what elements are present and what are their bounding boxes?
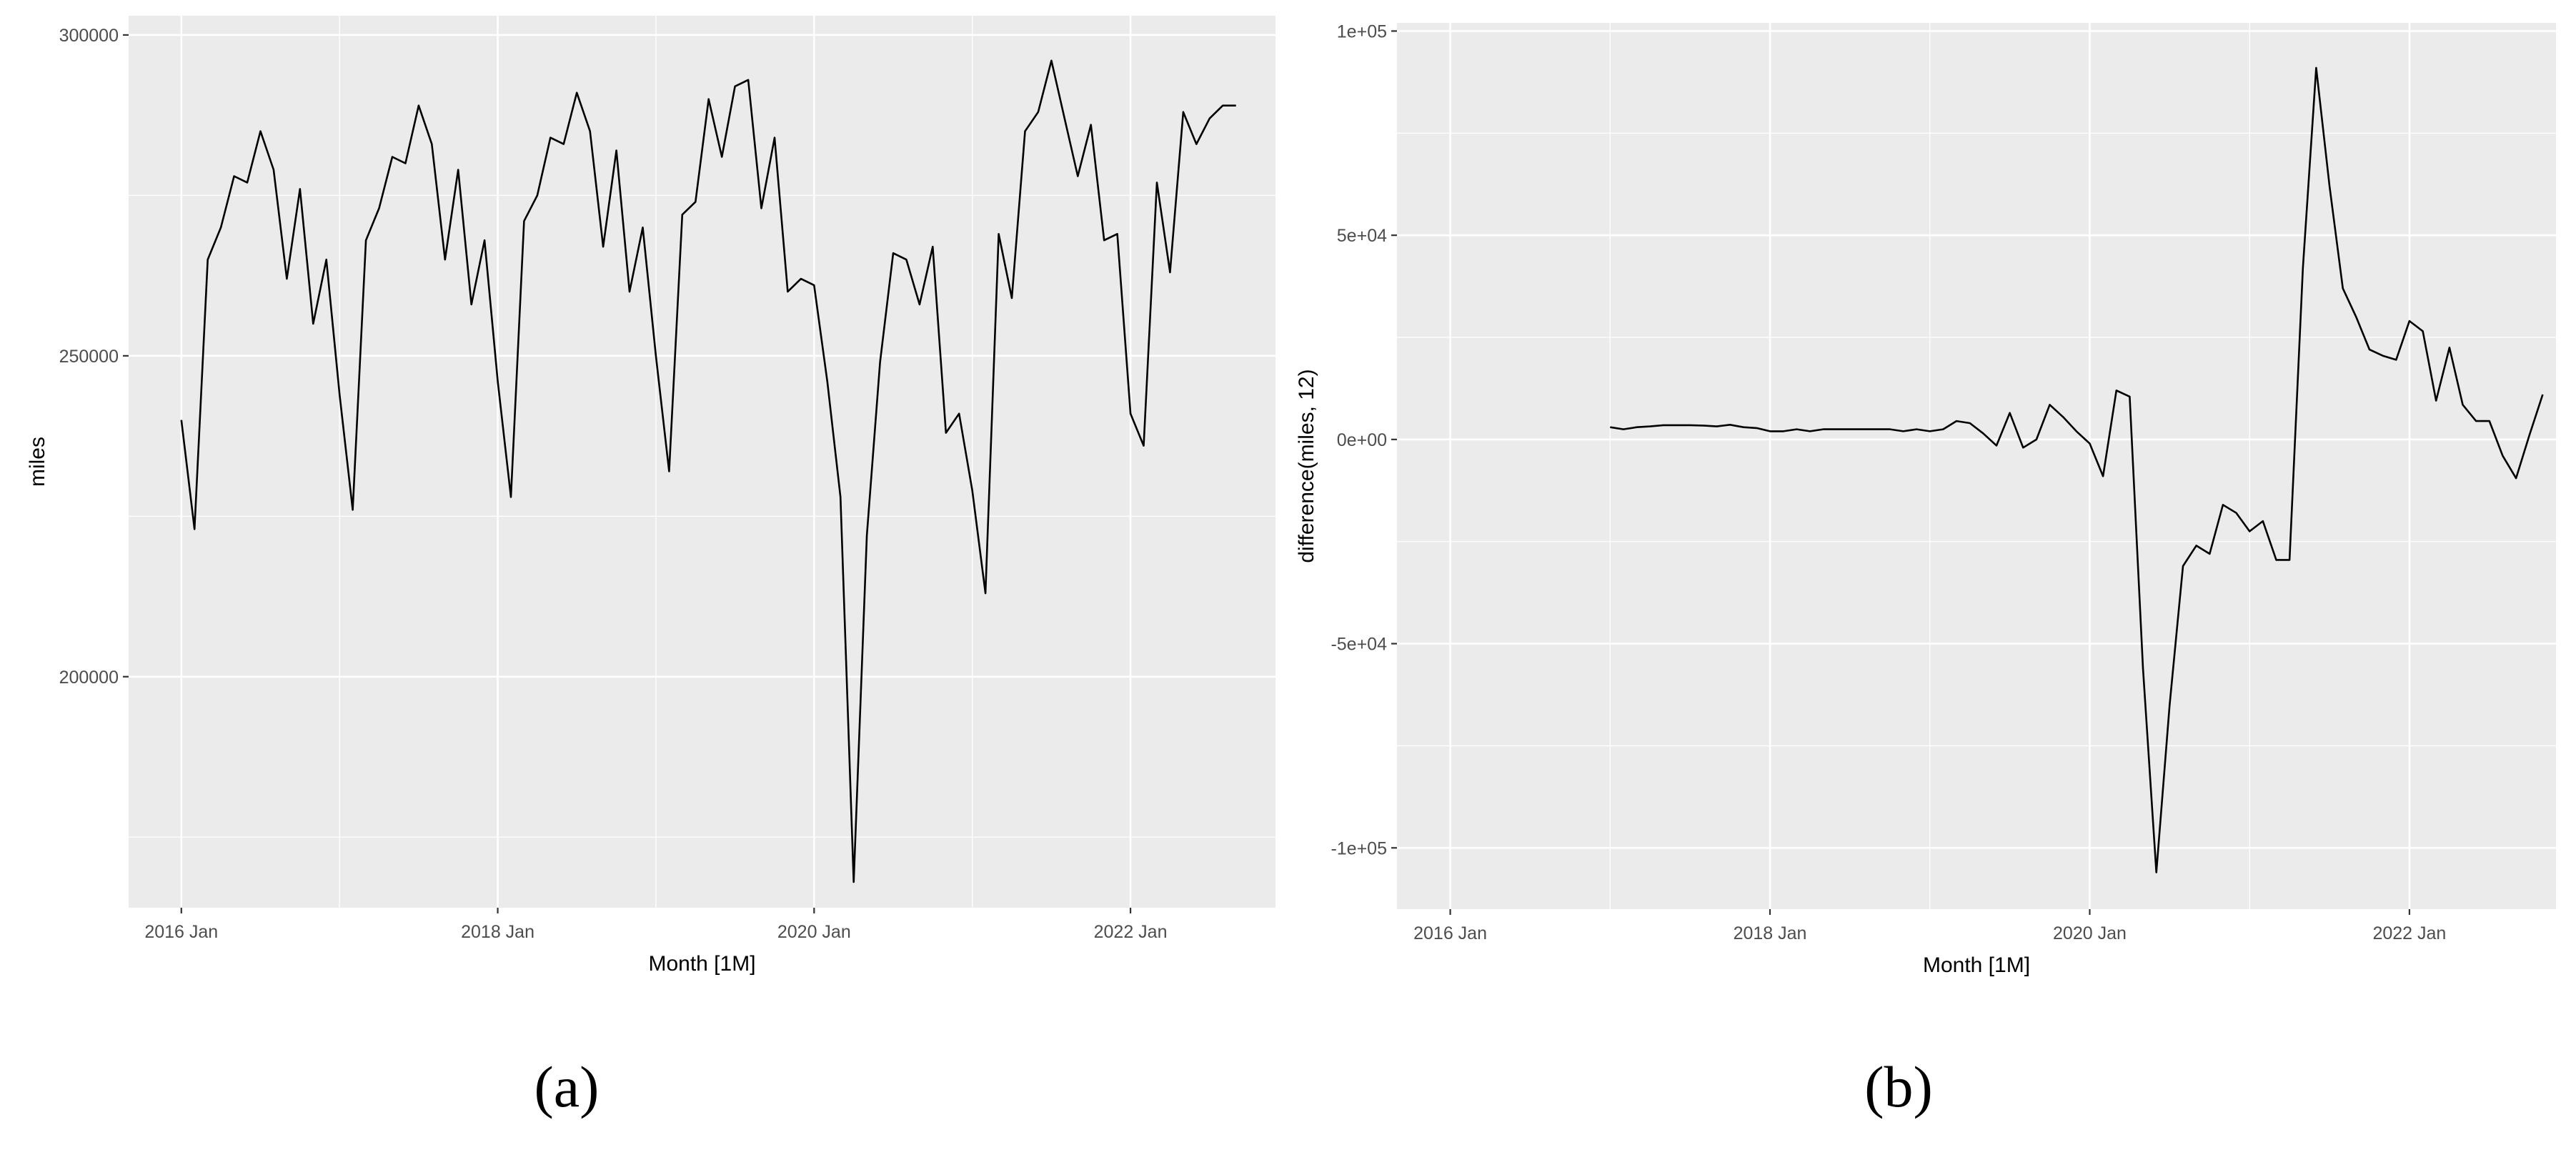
y-tick-label: 200000 (59, 668, 119, 688)
y-tick-label: -5e+04 (1331, 635, 1387, 655)
x-tick-label: 2022 Jan (2372, 923, 2446, 943)
y-tick-label: 250000 (59, 347, 119, 367)
x-tick-label: 2020 Jan (777, 922, 851, 942)
plot-background (129, 16, 1275, 908)
y-tick-label: 0e+00 (1337, 430, 1387, 450)
chart-panel-1: 2016 Jan 2018 Jan 2020 Jan 2022 Jan 200000 25… (26, 16, 1275, 1119)
y-axis-title: miles (26, 437, 49, 487)
x-axis-title: Month [1M] (1923, 953, 2030, 977)
panel-caption: (b) (1864, 1054, 1933, 1119)
y-axis-title: difference(miles, 12) (1295, 369, 1318, 562)
x-tick-label: 2020 Jan (2053, 923, 2127, 943)
series-line (180, 59, 1236, 883)
plot-background (1397, 23, 2556, 909)
panel-caption: (a) (534, 1054, 599, 1119)
x-tick-label: 2018 Jan (461, 922, 534, 942)
x-tick-label: 2016 Jan (1413, 923, 1487, 943)
y-tick-label: 300000 (59, 26, 119, 46)
x-tick-label: 2016 Jan (144, 922, 218, 942)
x-axis-title: Month [1M] (648, 952, 755, 976)
series-line (1610, 66, 2544, 873)
y-tick-label: 1e+05 (1337, 21, 1387, 41)
y-tick-label: -1e+05 (1331, 838, 1387, 858)
y-tick-label: 5e+04 (1337, 226, 1387, 246)
chart-panel-2: 2016 Jan 2018 Jan 2020 Jan 2022 Jan -1e+05 -5… (1295, 21, 2556, 1119)
x-tick-label: 2022 Jan (1094, 922, 1168, 942)
x-tick-label: 2018 Jan (1734, 923, 1807, 943)
